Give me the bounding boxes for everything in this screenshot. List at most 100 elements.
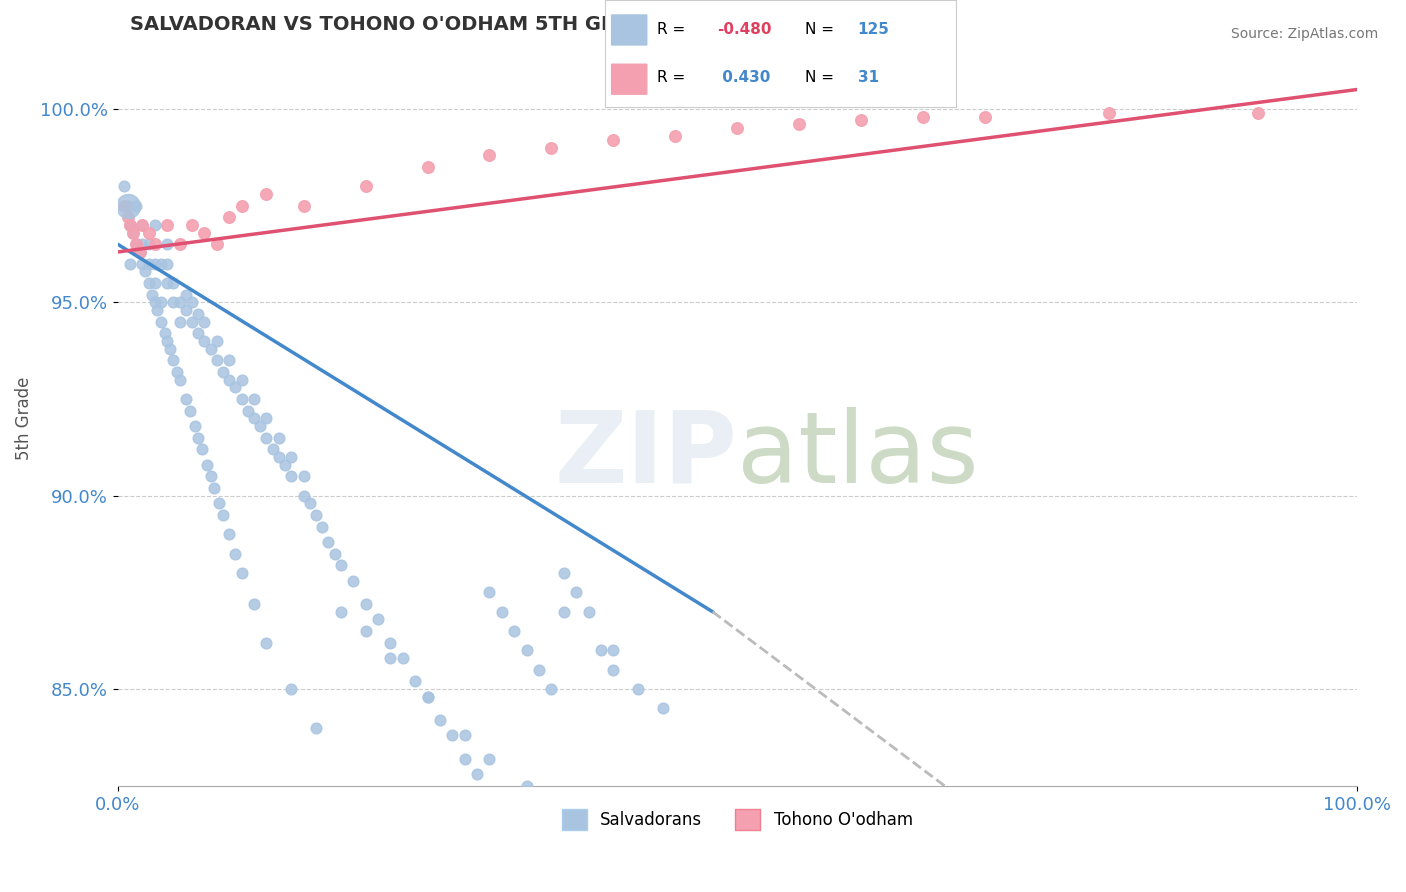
Point xyxy=(224,547,246,561)
Point xyxy=(143,256,166,270)
FancyBboxPatch shape xyxy=(612,64,647,95)
Point xyxy=(205,353,228,368)
Point xyxy=(150,315,173,329)
Point xyxy=(453,729,475,743)
Point xyxy=(117,210,139,224)
Point xyxy=(292,469,315,483)
Point xyxy=(181,315,204,329)
Point xyxy=(195,458,218,472)
Point xyxy=(212,365,235,379)
Point xyxy=(602,663,624,677)
Point xyxy=(231,373,253,387)
Point xyxy=(169,295,191,310)
Point xyxy=(602,133,624,147)
Point xyxy=(131,256,153,270)
Point xyxy=(391,651,413,665)
Point xyxy=(169,237,191,252)
Point xyxy=(553,605,575,619)
Point xyxy=(491,605,513,619)
Point xyxy=(503,624,526,638)
Point xyxy=(342,574,364,588)
Point xyxy=(318,535,340,549)
Point xyxy=(274,458,297,472)
FancyBboxPatch shape xyxy=(612,15,647,45)
Point xyxy=(193,315,215,329)
Point xyxy=(429,713,451,727)
Point xyxy=(354,179,377,194)
Text: ZIP: ZIP xyxy=(554,407,737,504)
Point xyxy=(156,218,179,232)
Text: N =: N = xyxy=(804,22,839,37)
Text: 125: 125 xyxy=(858,22,890,37)
Point xyxy=(174,287,197,301)
Point xyxy=(129,244,152,259)
Point xyxy=(193,226,215,240)
Point xyxy=(664,128,686,143)
Point xyxy=(249,419,271,434)
Point xyxy=(323,547,346,561)
Point xyxy=(187,326,209,341)
Point xyxy=(254,431,277,445)
Point xyxy=(267,450,290,464)
Point xyxy=(143,295,166,310)
Text: Source: ZipAtlas.com: Source: ZipAtlas.com xyxy=(1230,27,1378,41)
Point xyxy=(187,307,209,321)
Point xyxy=(912,110,935,124)
Point xyxy=(191,442,214,457)
Text: R =: R = xyxy=(658,22,690,37)
Point xyxy=(143,276,166,290)
Point xyxy=(254,635,277,649)
Point xyxy=(243,392,266,406)
Point xyxy=(169,315,191,329)
Point xyxy=(478,585,501,599)
Text: -0.480: -0.480 xyxy=(717,22,772,37)
Point xyxy=(193,334,215,348)
Point xyxy=(162,295,184,310)
Point xyxy=(150,256,173,270)
Point xyxy=(311,519,333,533)
Point xyxy=(159,342,181,356)
Point xyxy=(231,566,253,580)
Point xyxy=(527,663,550,677)
Point xyxy=(589,643,612,657)
Point xyxy=(121,226,143,240)
Point xyxy=(553,566,575,580)
Point xyxy=(627,682,650,697)
Point xyxy=(120,218,142,232)
Point xyxy=(380,635,402,649)
Point xyxy=(205,237,228,252)
Point xyxy=(156,276,179,290)
Text: R =: R = xyxy=(658,70,690,85)
Point xyxy=(120,218,142,232)
Point xyxy=(851,113,873,128)
Point xyxy=(578,605,600,619)
Point xyxy=(416,160,439,174)
Point xyxy=(117,198,139,212)
Point xyxy=(218,353,240,368)
Point xyxy=(218,527,240,541)
Point xyxy=(280,469,302,483)
Point xyxy=(166,365,188,379)
Point xyxy=(224,380,246,394)
Point xyxy=(465,767,488,781)
Point xyxy=(262,442,284,457)
Point xyxy=(540,682,562,697)
Point xyxy=(254,186,277,201)
Point xyxy=(354,597,377,611)
Point xyxy=(129,244,152,259)
Point xyxy=(441,729,464,743)
Point xyxy=(112,198,135,212)
Legend: Salvadorans, Tohono O'odham: Salvadorans, Tohono O'odham xyxy=(555,803,920,836)
Point xyxy=(404,674,426,689)
Point xyxy=(292,489,315,503)
Point xyxy=(305,508,328,522)
Point xyxy=(117,198,139,212)
Text: N =: N = xyxy=(804,70,839,85)
Point xyxy=(267,431,290,445)
Text: atlas: atlas xyxy=(737,407,979,504)
Point xyxy=(516,643,538,657)
Point xyxy=(280,450,302,464)
Point xyxy=(602,643,624,657)
Point xyxy=(125,237,148,252)
Point xyxy=(156,237,179,252)
